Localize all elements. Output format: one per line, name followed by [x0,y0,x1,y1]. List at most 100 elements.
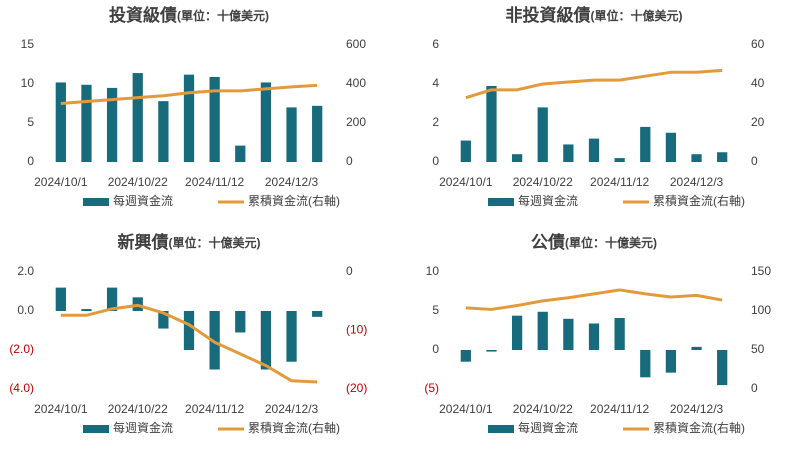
x-tick-label: 2024/10/22 [108,402,168,416]
x-tick-label: 2024/10/1 [34,175,88,189]
y-tick-label: 5 [432,303,439,317]
y-tick-label: 15 [21,37,35,51]
chart-title: 投資級債 [109,5,177,25]
bar [460,140,471,162]
chart-title-group: 新興債(單位：十億美元) [118,232,261,252]
bar [286,311,297,362]
x-tick-label: 2024/12/3 [265,175,319,189]
legend-swatch [83,425,109,433]
bar [486,85,497,162]
x-tick-label: 2024/12/3 [670,402,724,416]
y-tick-label: 2 [432,115,439,129]
bar [81,309,92,311]
chart-title-group: 投資級債(單位：十億美元) [109,5,269,25]
bar [183,74,195,162]
y-tick-label: 0.0 [17,303,34,317]
bar [665,132,677,162]
x-tick-label: 2024/12/3 [670,175,724,189]
y2-tick-label: 0 [751,381,758,395]
bar [312,105,323,162]
chart-title: 新興債 [118,232,169,252]
chart-subtitle: (單位：十億美元) [591,8,683,23]
y-tick-label: (2.0) [9,342,34,356]
chart-subtitle: (單位：十億美元) [169,235,261,250]
y2-tick-label: (10) [346,323,367,337]
y-tick-label: 10 [426,264,440,278]
bar [312,311,323,317]
y2-tick-label: 200 [346,115,366,129]
legend-label: 累積資金流(右軸) [653,193,745,208]
y2-tick-label: 0 [346,154,353,168]
y-tick-label: 6 [432,37,439,51]
bar [460,350,471,362]
legend-label: 每週資金流 [518,420,578,435]
bar [55,82,66,162]
chart-title: 非投資級債 [506,5,591,25]
bar [106,287,118,311]
line [465,68,723,100]
x-tick-label: 2024/10/1 [439,175,493,189]
y-tick-label: 0 [432,154,439,168]
y-tick-label: 4 [432,76,439,90]
bar [209,76,220,162]
bar [132,73,143,162]
y2-tick-label: (20) [346,381,367,395]
chart-title-group: 非投資級債(單位：十億美元) [506,5,683,25]
y2-tick-label: 100 [751,303,771,317]
x-tick-label: 2024/11/12 [590,402,649,416]
y2-tick-label: 0 [346,264,353,278]
chart: 新興債(單位：十億美元) 2.0 0.0 (2.0) (4.0) 0 (10) (20) 202… [9,232,367,435]
bar [537,107,548,162]
y2-tick-label: 20 [751,115,765,129]
y2-tick-label: 0 [751,154,758,168]
x-tick-label: 2024/10/1 [34,402,88,416]
chart-subtitle: (單位：十億美元) [177,8,269,23]
bar [486,350,497,352]
legend-label: 每週資金流 [113,193,173,208]
legend-label: 累積資金流(右軸) [248,193,340,208]
x-tick-label: 2024/11/12 [185,402,244,416]
bar [563,318,574,350]
legend-label: 每週資金流 [113,420,173,435]
y-tick-label: (5) [424,381,439,395]
chart-subtitle: (單位：十億美元) [565,235,657,250]
bar [717,152,728,162]
y-tick-label: 0 [27,154,34,168]
bar [717,350,728,386]
bar [588,138,600,162]
legend-swatch [488,198,514,206]
y2-tick-label: 600 [346,37,366,51]
bar [158,311,169,329]
legend-label: 累積資金流(右軸) [653,420,745,435]
bar [81,84,92,162]
bar [665,350,677,373]
bar [511,315,523,350]
bar [209,311,220,370]
x-tick-label: 2024/10/1 [439,402,493,416]
chart-title: 公債 [531,232,565,252]
bar [106,87,118,162]
legend-label: 每週資金流 [518,193,578,208]
legend-swatch [83,198,109,206]
bar [640,350,651,378]
x-tick-label: 2024/10/22 [513,175,573,189]
line [465,288,723,311]
x-tick-label: 2024/11/12 [590,175,649,189]
bar [235,311,246,333]
bar [614,158,625,162]
line [60,303,318,384]
x-tick-label: 2024/11/12 [185,175,244,189]
legend-label: 累積資金流(右軸) [248,420,340,435]
bar [235,145,246,162]
x-tick-label: 2024/12/3 [265,402,319,416]
chart: 投資級債(單位：十億美元) 0 5 10 15 0 200 400 600 2024/10/1 20… [21,5,367,208]
y-tick-label: 2.0 [17,264,34,278]
bar [158,101,169,162]
y2-tick-label: 150 [751,264,771,278]
bar [286,107,297,162]
chart-title-group: 公債(單位：十億美元) [531,232,657,252]
bar [691,154,702,162]
